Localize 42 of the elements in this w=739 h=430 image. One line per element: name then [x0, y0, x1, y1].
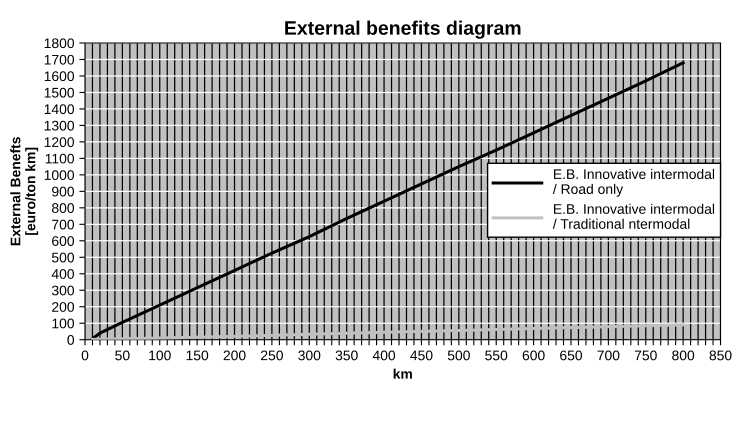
- x-tick-label: 850: [710, 350, 732, 360]
- x-axis-title: km: [394, 368, 412, 379]
- y-tick-label: 1800: [44, 38, 74, 48]
- x-tick-label: 550: [485, 350, 508, 360]
- y-tick-label: 1500: [44, 88, 74, 98]
- legend-label: E.B. Innovative intermodal / Road only: [552, 168, 714, 197]
- legend-label: E.B. Innovative intermodal / Traditional ntermodal: [552, 204, 714, 229]
- y-tick-label: 600: [52, 236, 74, 246]
- x-tick-label: 650: [560, 350, 582, 360]
- y-tick-label: 1100: [46, 154, 74, 164]
- x-tick-label: 100: [149, 350, 171, 360]
- x-tick-label: 50: [115, 350, 130, 360]
- y-tick-label: 900: [52, 186, 74, 197]
- x-tick-label: 700: [597, 350, 620, 360]
- x-tick-label: 300: [298, 350, 320, 360]
- chart-title: External benefits diagram: [285, 20, 520, 39]
- y-tick-label: 1700: [44, 54, 74, 65]
- x-tick-label: 0: [82, 350, 88, 360]
- y-tick-label: 300: [52, 286, 74, 296]
- y-tick-label: 0: [67, 335, 74, 345]
- y-tick-label: 1200: [44, 137, 74, 148]
- x-tick-label: 200: [224, 350, 246, 360]
- x-tick-label: 400: [372, 350, 396, 360]
- x-tick-label: 450: [410, 350, 432, 360]
- x-tick-label: 750: [634, 350, 657, 360]
- y-axis-title: External Benefts [euro/ton km]: [10, 137, 38, 246]
- x-tick-label: 800: [672, 350, 694, 360]
- x-tick-label: 600: [522, 350, 545, 360]
- y-tick-label: 1600: [44, 71, 74, 82]
- y-tick-label: 100: [52, 318, 74, 328]
- y-tick-label: 800: [52, 203, 74, 214]
- y-tick-label: 1000: [44, 170, 74, 180]
- y-tick-label: 500: [52, 252, 74, 262]
- y-tick-label: 1400: [44, 104, 74, 114]
- x-tick-label: 500: [448, 350, 470, 360]
- x-tick-label: 150: [186, 350, 208, 360]
- y-tick-label: 400: [52, 269, 74, 279]
- y-tick-label: 700: [52, 220, 74, 230]
- y-tick-label: 200: [52, 302, 74, 312]
- x-tick-label: 250: [261, 350, 283, 360]
- x-tick-label: 350: [336, 350, 358, 360]
- y-tick-label: 1300: [44, 120, 74, 131]
